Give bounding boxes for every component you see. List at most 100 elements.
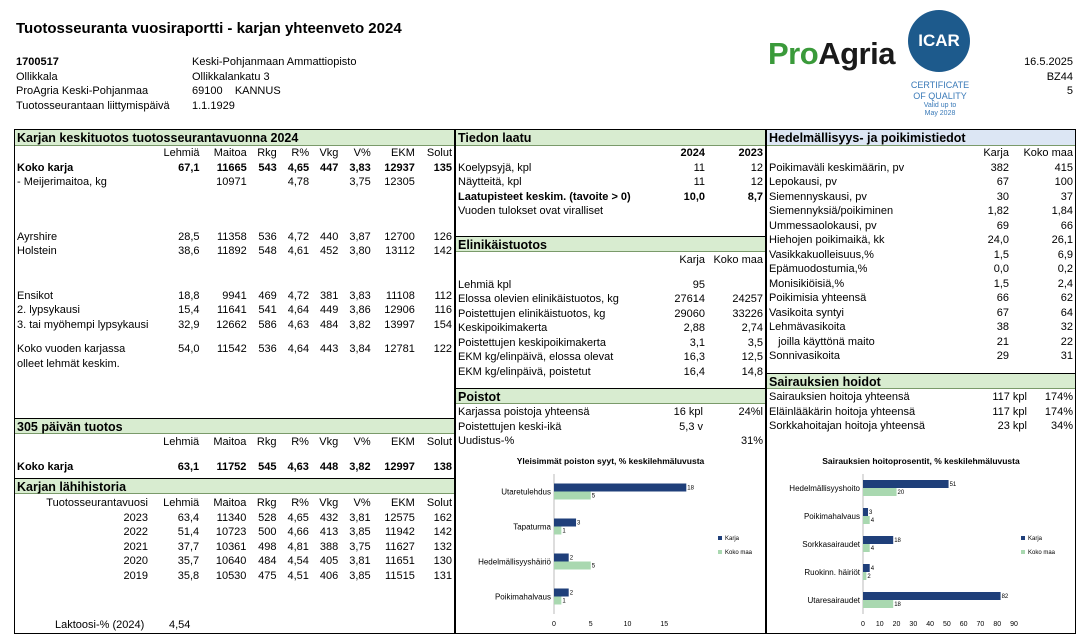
table-cell: 95 [692, 278, 705, 291]
removal-reasons-chart: Yleisimmät poiston syyt, % keskilehmäluv… [478, 456, 753, 628]
table-cell [311, 357, 340, 372]
column-header: R% [291, 497, 309, 509]
table-cell [311, 175, 340, 190]
bar [863, 480, 949, 488]
table-cell: 4,65 [287, 511, 309, 524]
section-title-history: Karjan lähihistoria [15, 478, 454, 494]
table-cell: 14,8 [741, 365, 763, 378]
table-cell [705, 420, 765, 435]
table-row: joilla käyttönä maito 21 22 [767, 335, 1075, 350]
bar [863, 572, 867, 580]
row-label: Siemennyskausi, pv [769, 190, 867, 203]
bar-value-label: 82 [1002, 594, 1009, 600]
table-row: Vuoden tulokset ovat viralliset [456, 204, 765, 219]
table-row: Monisikiöisiä,% 1,5 2,4 [767, 277, 1075, 292]
bar [554, 526, 562, 535]
table-cell: 4,61 [287, 245, 310, 257]
left-panel: Karjan keskituotos tuotosseurantavuonna … [14, 129, 455, 634]
row-label: Vuoden tulokset ovat viralliset [458, 205, 604, 217]
table-row: Poikimisia yhteensä 66 62 [767, 291, 1075, 306]
laatu-table: 2024 2023 Koelypsyjä, kpl 11 12 Näytteitä, k… [456, 147, 765, 219]
row-label: Koelypsyjä, kpl [458, 161, 532, 174]
table-cell: 4,81 [287, 540, 309, 553]
table-cell: 498 [258, 540, 277, 553]
category-label: Hedelmällisyyshoito [789, 484, 860, 493]
bar [863, 600, 894, 608]
table-cell: 1,82 [987, 205, 1009, 217]
table-row: Näytteitä, kpl 11 12 [456, 175, 765, 190]
table-cell: 135 [433, 161, 452, 174]
bar-value-label: 1 [562, 529, 566, 535]
column-header: Rkg [257, 147, 277, 159]
table-cell: 22 [1060, 335, 1073, 348]
table-cell: 26,1 [1051, 234, 1073, 246]
table-cell: 29060 [674, 307, 705, 320]
table-cell: 27614 [674, 293, 705, 305]
table-cell: 12575 [384, 511, 415, 524]
table-row: Vasikoita syntyi 67 64 [767, 306, 1075, 321]
row-label: Laatupisteet keskim. (tavoite > 0) [458, 190, 631, 203]
table-cell [373, 357, 417, 372]
bar-value-label: 2 [570, 556, 574, 562]
table-cell [643, 434, 705, 449]
table-cell: 12305 [384, 176, 415, 188]
table-cell: 130 [433, 555, 452, 567]
row-label: Siemennyksiä/poikiminen [769, 205, 894, 217]
table-cell: 33226 [732, 307, 763, 320]
table-cell: 63,4 [177, 511, 200, 524]
table-cell: 415 [1054, 161, 1073, 174]
advisory-org: ProAgria Keski-Pohjanmaa [16, 85, 149, 97]
table-cell [150, 357, 201, 372]
section-title-hedel: Hedelmällisyys- ja poikimistiedot [767, 130, 1075, 146]
table-cell: 440 [320, 230, 339, 243]
column-header: EKM [391, 147, 415, 159]
category-label: Poikimahalvaus [495, 593, 551, 602]
bar [554, 483, 687, 492]
table-row: Vasikkakuolleisuus,% 1,5 6,9 [767, 248, 1075, 263]
table-cell [417, 357, 454, 372]
table-row: Koko vuoden karjassa 54,0 11542 536 4,64 443 3… [15, 342, 454, 357]
table-cell: 16,3 [683, 351, 705, 363]
column-header: Lehmiä [163, 147, 200, 159]
table-row: Koelypsyjä, kpl 11 12 [456, 161, 765, 176]
table-cell: 447 [320, 161, 339, 174]
column-header: Solut [426, 147, 452, 159]
table-cell: 3,83 [349, 161, 371, 174]
table-row: Sorkkahoitajan hoitoja yhteensä 23 kpl 34% [767, 419, 1075, 434]
x-tick-label: 30 [909, 621, 917, 628]
owner-name: Keski-Pohjanmaan Ammattiopisto [192, 56, 357, 68]
history-table: Tuotosseurantavuosi Lehmiä Maitoa Rkg R% Vkg V… [15, 496, 454, 583]
table-row: Lehmävasikoita 38 32 [767, 320, 1075, 335]
table-cell: 11358 [216, 230, 247, 243]
row-label: Keskipoikimakerta [458, 322, 548, 334]
table-cell: 528 [258, 511, 277, 524]
table-row: Poistettujen keskipoikimakerta 3,1 3,5 [456, 336, 765, 351]
table-cell: 8,7 [747, 190, 763, 203]
table-row: Keskipoikimakerta 2,88 2,74 [456, 321, 765, 336]
column-header: Solut [426, 436, 452, 448]
table-cell: 11641 [216, 304, 247, 316]
bar-value-label: 18 [687, 486, 694, 492]
table-cell: 3,1 [689, 336, 705, 349]
table-cell: 30 [996, 190, 1009, 203]
bar [554, 518, 577, 527]
table-cell [249, 175, 279, 190]
row-label: Poistettujen keski-ikä [458, 420, 562, 433]
icar-badge-icon: ICAR [908, 10, 970, 72]
column-header: Lehmiä [163, 436, 200, 448]
table-cell: 23 kpl [997, 420, 1027, 432]
table-row: Ensikot 18,8 9941 469 4,72 381 3,83 11108 112 [15, 289, 454, 304]
table-cell: 117 kpl [992, 405, 1027, 418]
column-header: V% [353, 147, 371, 159]
middle-panel: Tiedon laatu 2024 2023 Koelypsyjä, kpl 11 1… [455, 129, 766, 634]
row-label: EKM kg/elinpäivä, poistetut [458, 365, 591, 378]
section-title-karja: Karjan keskituotos tuotosseurantavuonna … [15, 130, 454, 146]
table-cell: 162 [433, 511, 452, 524]
table-row: 2022 51,4 10723 500 4,66 413 3,85 11942 142 [15, 525, 454, 540]
bar [554, 588, 569, 597]
table-cell: 10640 [215, 555, 247, 567]
bar-value-label: 2 [570, 591, 574, 597]
bar [554, 553, 569, 562]
column-header: EKM [390, 497, 415, 509]
table-cell: 12 [750, 161, 763, 174]
